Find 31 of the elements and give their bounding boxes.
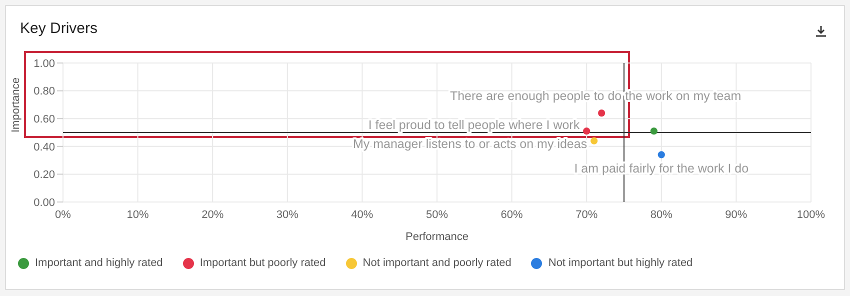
x-tick-label: 60%: [500, 208, 524, 221]
x-tick-label: 50%: [426, 208, 448, 221]
point: [583, 128, 590, 135]
y-tick-label: 0.00: [34, 196, 55, 209]
x-tick-label: 80%: [650, 208, 673, 221]
x-tick-label: 100%: [796, 208, 826, 221]
x-tick-label: 20%: [202, 208, 224, 221]
x-tick-label: 70%: [576, 208, 598, 221]
chart-title: Key Drivers: [20, 20, 98, 37]
x-tick-label: 90%: [725, 208, 748, 221]
x-tick-label: 30%: [276, 208, 299, 221]
y-tick-label: 1.00: [34, 58, 55, 70]
point: [598, 109, 606, 117]
legend-label: Not important and poorly rated: [362, 257, 512, 269]
x-tick-label: 0%: [55, 208, 72, 221]
y-tick-label: 0.20: [34, 169, 55, 182]
legend-label: Important and highly rated: [35, 257, 163, 269]
legend-label: Important but poorly rated: [200, 257, 326, 269]
y-tick-label: 0.40: [34, 141, 55, 154]
y-tick-label: 0.60: [34, 114, 55, 126]
point: [658, 151, 665, 158]
point: [650, 128, 658, 135]
x-axis-title: Performance: [406, 231, 468, 243]
point: [590, 137, 598, 144]
y-tick-label: 0.80: [34, 86, 55, 98]
annotation: I feel proud to tell people where I work: [368, 118, 580, 132]
x-tick-label: 40%: [351, 208, 374, 221]
annotation: My manager listens to or acts on my ideas: [352, 136, 588, 151]
x-tick-label: 10%: [126, 208, 150, 221]
legend-label: Not important but highly rated: [548, 257, 693, 269]
y-axis-title: Importance: [10, 77, 22, 132]
